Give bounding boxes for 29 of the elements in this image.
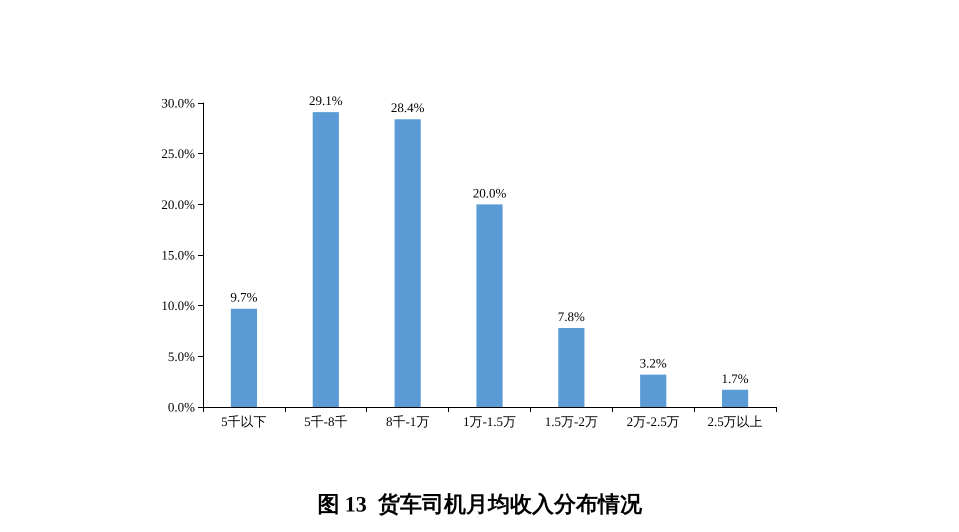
- bar: [312, 112, 339, 407]
- bar: [558, 328, 584, 407]
- bar: [230, 308, 258, 407]
- data-label: 20.0%: [472, 185, 506, 200]
- x-tick-label: 5千以下: [221, 414, 267, 429]
- data-label: 29.1%: [308, 93, 343, 108]
- x-tick-label: 1.5万-2万: [544, 414, 598, 429]
- x-tick-label: 8千-1万: [386, 414, 430, 429]
- x-tick-label: 2万-2.5万: [626, 414, 680, 429]
- y-tick-label: 25.0%: [161, 146, 196, 162]
- text: 图 13 货车司机月均收入分布情况: [317, 492, 643, 516]
- bar: [394, 119, 421, 407]
- x-tick-label: 2.5万以上: [707, 414, 763, 429]
- bar: [476, 204, 503, 407]
- data-label: 7.8%: [558, 308, 586, 324]
- x-tick-label: 5千-8千: [304, 414, 348, 429]
- data-label: 9.7%: [230, 290, 258, 305]
- y-tick-label: 10.0%: [161, 298, 196, 314]
- y-tick-label: 0.0%: [168, 400, 196, 414]
- x-tick-label: 1万-1.5万: [462, 414, 516, 429]
- y-tick-label: 5.0%: [168, 348, 196, 364]
- bar: [722, 390, 748, 407]
- data-label: 3.2%: [640, 356, 667, 371]
- bar: [640, 374, 666, 407]
- y-tick-label: 15.0%: [161, 248, 196, 262]
- y-tick-label: 30.0%: [161, 96, 196, 110]
- data-label: 1.7%: [722, 370, 749, 386]
- y-tick-label: 20.0%: [161, 196, 196, 212]
- data-label: 28.4%: [390, 100, 425, 116]
